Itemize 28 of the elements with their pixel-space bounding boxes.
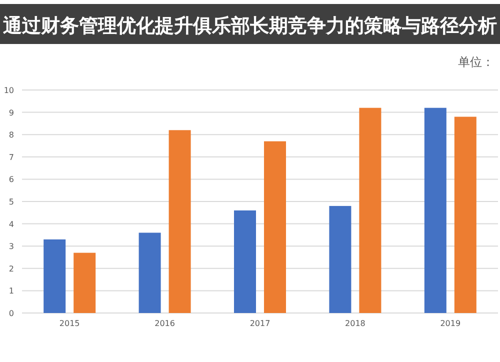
x-tick-label: 2016 <box>154 319 175 328</box>
y-tick-label: 10 <box>4 86 14 95</box>
y-tick-label: 9 <box>8 108 14 118</box>
x-tick-label: 2015 <box>59 319 80 328</box>
bar <box>168 130 191 313</box>
bar <box>359 108 382 313</box>
y-tick-label: 7 <box>8 152 14 162</box>
x-tick-label: 2017 <box>250 319 270 328</box>
bar <box>454 116 476 313</box>
bar <box>234 210 256 313</box>
bar <box>329 206 352 313</box>
y-tick-label: 0 <box>8 309 14 318</box>
y-tick-label: 3 <box>8 242 14 252</box>
y-tick-label: 2 <box>8 264 14 274</box>
text: 单位： <box>458 55 494 69</box>
bar <box>138 232 161 313</box>
bar <box>264 141 286 313</box>
y-tick-label: 8 <box>8 130 14 140</box>
y-tick-label: 1 <box>8 286 14 296</box>
bar <box>44 239 66 313</box>
bar <box>424 108 446 313</box>
y-tick-label: 5 <box>8 198 14 206</box>
y-tick-label: 6 <box>8 175 14 184</box>
x-tick-label: 2018 <box>345 319 366 328</box>
chart-title: 通过财务管理优化提升俱乐部长期竞争力的策略与路径分析 <box>2 15 497 37</box>
bar <box>74 252 96 313</box>
y-tick-label: 4 <box>8 220 14 229</box>
x-tick-label: 2019 <box>440 319 461 328</box>
